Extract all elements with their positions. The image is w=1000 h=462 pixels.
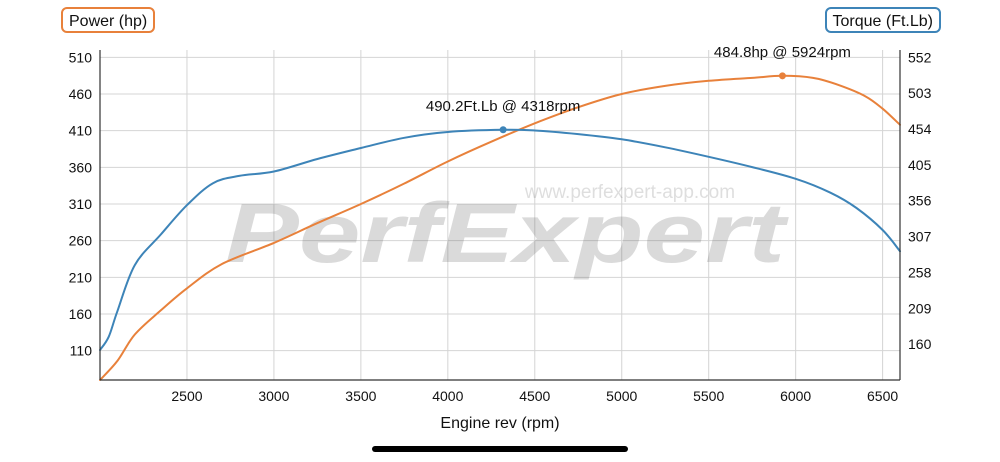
y-left-tick-label: 310: [69, 196, 93, 212]
y-right-tick-label: 405: [908, 157, 932, 173]
plot-frame: [99, 50, 901, 381]
y-left-tick-label: 210: [69, 269, 93, 285]
x-axis-label: Engine rev (rpm): [440, 415, 559, 432]
y-left-tick-label: 460: [69, 86, 93, 102]
x-tick-label: 2500: [171, 388, 202, 404]
y-left-tick-label: 360: [69, 159, 93, 175]
power-peak-label: 484.8hp @ 5924rpm: [714, 44, 851, 61]
y-right-tick-label: 356: [908, 193, 932, 209]
x-tick-label: 3000: [258, 388, 289, 404]
y-right-tick-label: 454: [908, 121, 932, 137]
left-axis-title: Power (hp): [61, 7, 156, 33]
y-right-tick-label: 307: [908, 229, 932, 245]
grid-lines: [100, 50, 900, 380]
y-left-tick-label: 410: [69, 123, 93, 139]
y-right-tick-label: 160: [908, 336, 932, 352]
y-left-tick-label: 110: [70, 343, 93, 359]
x-tick-label: 6500: [867, 388, 898, 404]
tick-labels: 2500 3000 3500 4000 4500 5000 5500 6000 6500 110 1…: [69, 49, 932, 404]
series-lines: [99, 74, 901, 381]
torque-line: [99, 128, 901, 351]
watermark-logo: PerfExpert: [225, 186, 789, 280]
torque-peak-label: 490.2Ft.Lb @ 4318rpm: [426, 98, 580, 115]
x-tick-label: 3500: [345, 388, 376, 404]
y-left-tick-label: 160: [69, 306, 93, 322]
y-left-tick-label: 260: [69, 233, 93, 249]
x-tick-label: 5000: [606, 388, 637, 404]
y-right-tick-label: 209: [908, 300, 932, 316]
power-peak-marker: [778, 72, 786, 80]
x-tick-label: 4500: [519, 388, 550, 404]
y-right-tick-label: 503: [908, 85, 932, 101]
y-right-tick-label: 552: [908, 49, 932, 65]
x-tick-label: 6000: [780, 388, 811, 404]
peak-annotations: 490.2Ft.Lb @ 4318rpm 484.8hp @ 5924rpm: [426, 44, 851, 134]
torque-peak-marker: [499, 126, 507, 134]
right-axis-title: Torque (Ft.Lb): [824, 7, 941, 33]
y-right-tick-label: 258: [908, 264, 932, 280]
y-left-tick-label: 510: [69, 49, 93, 65]
power-line: [99, 74, 901, 381]
perfexpert-watermark: www.perfexpert-app.com PerfExpert: [225, 182, 789, 280]
x-tick-label: 5500: [693, 388, 724, 404]
watermark-url: www.perfexpert-app.com: [524, 182, 735, 203]
x-tick-label: 4000: [432, 388, 463, 404]
home-indicator[interactable]: [372, 446, 628, 452]
